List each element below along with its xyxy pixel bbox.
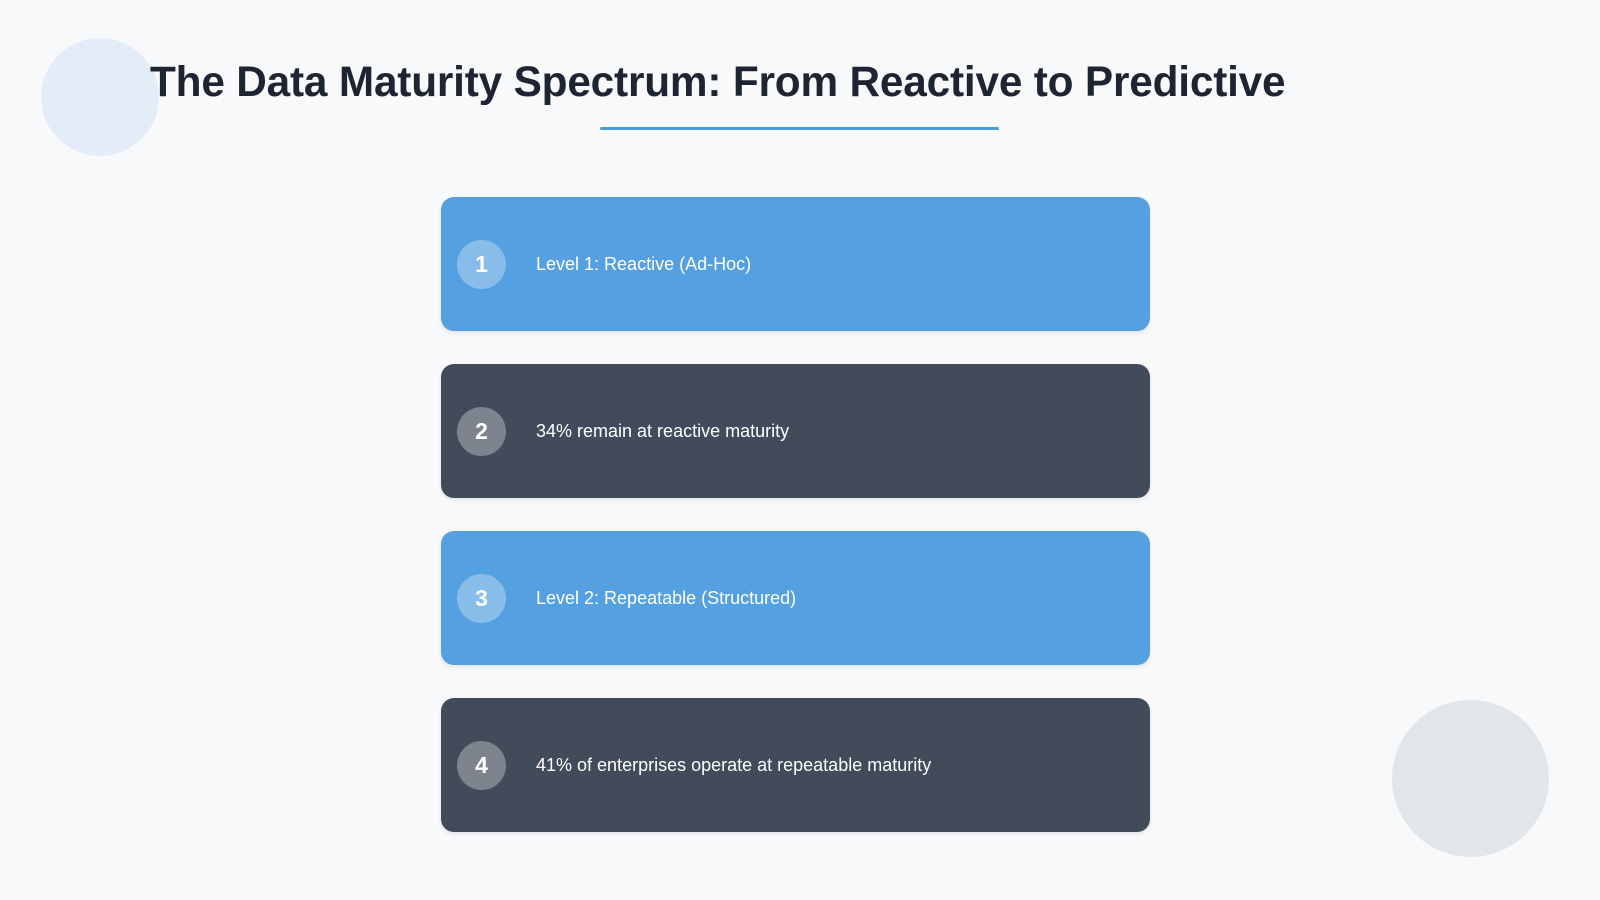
card-label: Level 1: Reactive (Ad-Hoc) bbox=[536, 254, 752, 274]
list-item[interactable]: 2 34% remain at reactive maturity bbox=[441, 364, 1150, 498]
slide-header: The Data Maturity Spectrum: From Reactiv… bbox=[0, 0, 1600, 160]
card-number-badge: 4 bbox=[457, 740, 506, 790]
card-label: 41% of enterprises operate at repeatable… bbox=[536, 755, 932, 775]
card-number-badge: 1 bbox=[457, 239, 506, 289]
maturity-card-list: 1 Level 1: Reactive (Ad-Hoc) 2 34% remai… bbox=[441, 197, 1150, 832]
title-underline-accent bbox=[600, 127, 999, 130]
page-title: The Data Maturity Spectrum: From Reactiv… bbox=[150, 58, 1286, 106]
bottom-right-circle-decoration bbox=[1392, 700, 1549, 857]
card-number-badge: 3 bbox=[457, 573, 506, 623]
list-item[interactable]: 3 Level 2: Repeatable (Structured) bbox=[441, 531, 1150, 665]
list-item[interactable]: 4 41% of enterprises operate at repeatab… bbox=[441, 698, 1150, 832]
card-label: Level 2: Repeatable (Structured) bbox=[536, 588, 797, 608]
list-item[interactable]: 1 Level 1: Reactive (Ad-Hoc) bbox=[441, 197, 1150, 331]
top-left-circle-decoration bbox=[41, 38, 159, 156]
card-number-badge: 2 bbox=[457, 406, 506, 456]
card-label: 34% remain at reactive maturity bbox=[536, 421, 790, 441]
